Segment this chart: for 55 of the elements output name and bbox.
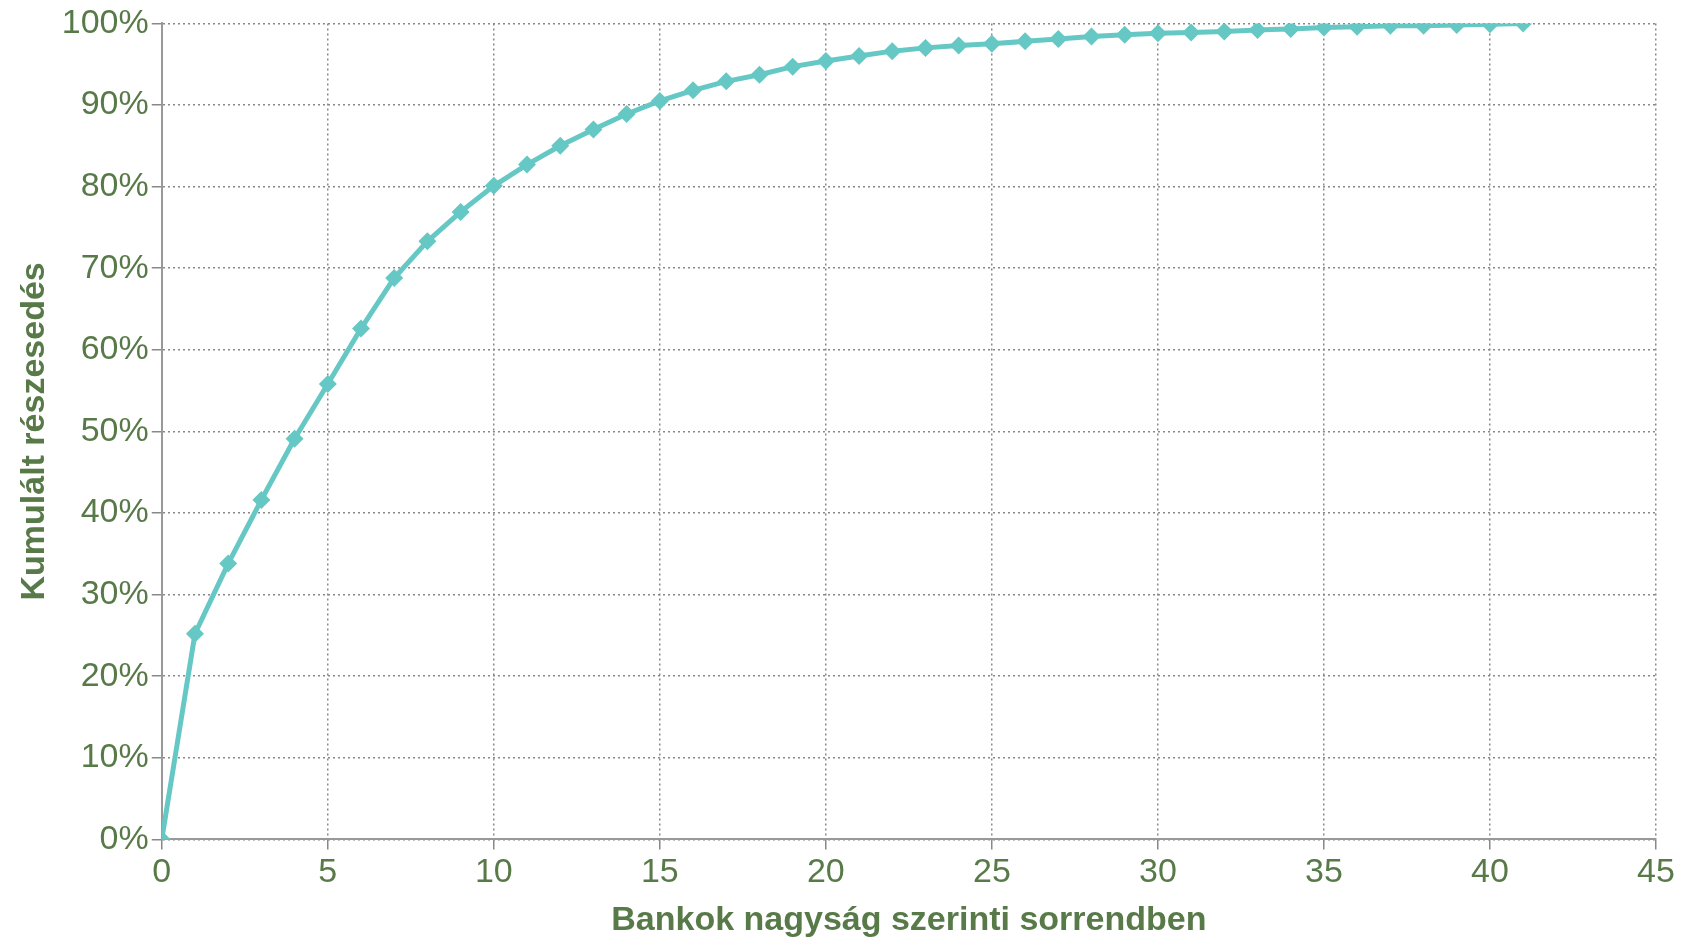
x-tick-label: 15 bbox=[640, 851, 679, 890]
point bbox=[252, 490, 271, 509]
y-tick-label: 70% bbox=[80, 246, 149, 285]
point bbox=[1016, 32, 1035, 51]
y-tick-label: 90% bbox=[80, 83, 149, 122]
point bbox=[750, 65, 769, 84]
x-tick-label: 30 bbox=[1139, 851, 1177, 890]
point bbox=[1215, 23, 1234, 41]
point bbox=[418, 232, 437, 251]
y-tick-label: 100% bbox=[61, 1, 149, 40]
point bbox=[617, 104, 636, 123]
point bbox=[385, 268, 404, 287]
y-tick-label: 80% bbox=[80, 164, 149, 203]
y-tick-label: 60% bbox=[80, 328, 149, 367]
point bbox=[185, 624, 204, 643]
point bbox=[982, 34, 1001, 53]
point bbox=[783, 57, 802, 76]
x-tick-label: 5 bbox=[318, 851, 338, 890]
point bbox=[1049, 29, 1068, 48]
x-tick-label: 20 bbox=[806, 851, 845, 890]
point bbox=[1082, 27, 1101, 46]
point bbox=[717, 72, 736, 91]
y-tick-label: 10% bbox=[80, 736, 149, 775]
point bbox=[684, 81, 703, 100]
point bbox=[816, 51, 835, 70]
point bbox=[518, 155, 537, 174]
point bbox=[1182, 23, 1201, 42]
x-tick-label: 35 bbox=[1305, 851, 1343, 890]
x-tick-label: 10 bbox=[474, 851, 513, 890]
point bbox=[916, 38, 935, 57]
point bbox=[351, 319, 370, 338]
point bbox=[850, 47, 869, 66]
point bbox=[650, 91, 669, 110]
y-tick-label: 50% bbox=[80, 409, 149, 448]
x-tick-label: 0 bbox=[152, 851, 172, 890]
y-axis-title: Kumulált részesedés bbox=[12, 262, 51, 601]
point bbox=[1248, 23, 1267, 39]
y-tick-label: 30% bbox=[80, 572, 149, 611]
point bbox=[1115, 25, 1134, 44]
point bbox=[584, 120, 603, 139]
x-tick-label: 40 bbox=[1471, 851, 1509, 890]
point bbox=[318, 375, 337, 394]
point bbox=[551, 136, 570, 155]
x-axis-title: Bankok nagyság szerinti sorrendben bbox=[611, 898, 1207, 937]
point bbox=[451, 202, 470, 221]
y-tick-label: 40% bbox=[80, 491, 149, 530]
point bbox=[219, 554, 238, 573]
point bbox=[285, 429, 304, 448]
point bbox=[949, 36, 968, 55]
point bbox=[883, 42, 902, 61]
x-tick-label: 25 bbox=[972, 851, 1011, 890]
x-tick-label: 45 bbox=[1637, 851, 1675, 890]
point bbox=[484, 176, 503, 195]
y-tick-label: 0% bbox=[99, 817, 149, 856]
y-tick-label: 20% bbox=[80, 654, 149, 693]
